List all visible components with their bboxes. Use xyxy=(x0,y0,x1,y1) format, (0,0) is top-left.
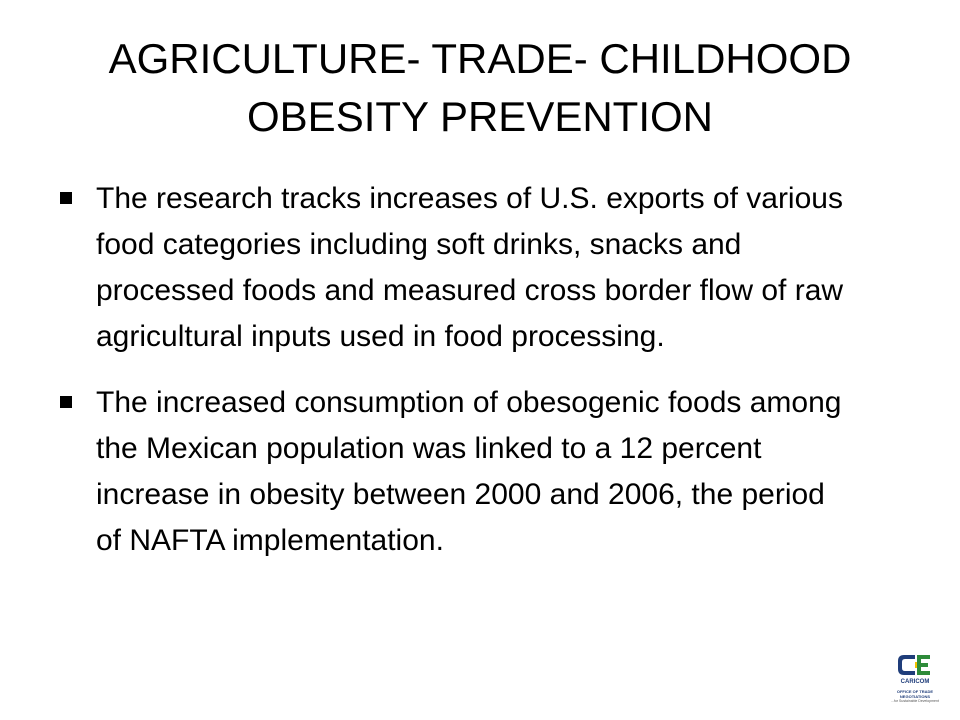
slide-title-line-1: AGRICULTURE- TRADE- CHILDHOOD xyxy=(108,35,852,82)
bullet-item-consumption: The increased consumption of obesogenic … xyxy=(58,380,858,564)
logo-office: OFFICE OF TRADE NEGOTIATIONS xyxy=(896,689,934,699)
square-bullet-icon xyxy=(60,192,72,204)
bullet-text-consumption: The increased consumption of obesogenic … xyxy=(96,386,842,557)
bullet-item-research: The research tracks increases of U.S. ex… xyxy=(58,176,858,360)
bullet-text-research: The research tracks increases of U.S. ex… xyxy=(96,182,844,353)
bullet-list: The research tracks increases of U.S. ex… xyxy=(58,176,858,584)
square-bullet-icon xyxy=(60,396,72,408)
caricom-logo: CARICOM OFFICE OF TRADE NEGOTIATIONS ...… xyxy=(884,652,946,710)
slide-title: AGRICULTURE- TRADE- CHILDHOOD OBESITY PR… xyxy=(60,30,900,146)
logo-tagline: ...for Sustainable Development xyxy=(891,699,939,703)
slide-title-line-2: OBESITY PREVENTION xyxy=(247,93,713,140)
caricom-logo-icon xyxy=(898,655,930,675)
logo-name: CARICOM xyxy=(900,679,930,685)
